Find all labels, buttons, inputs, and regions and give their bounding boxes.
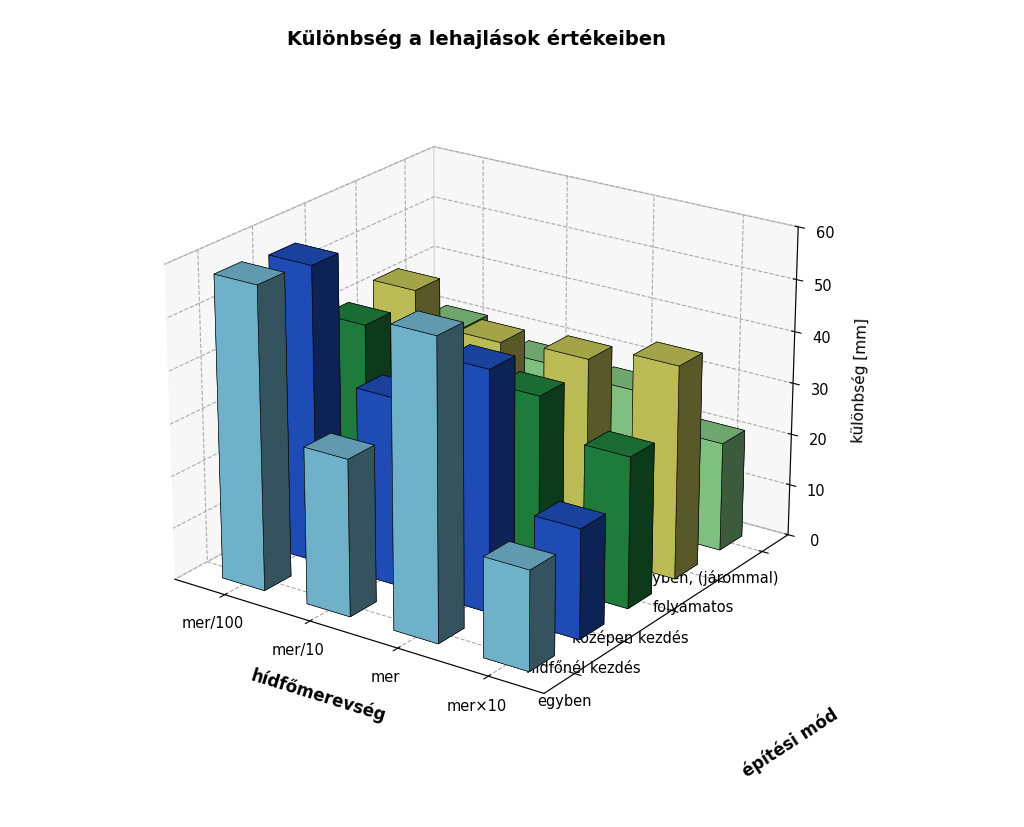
- Y-axis label: építési mód: építési mód: [739, 705, 842, 780]
- X-axis label: hídfőmerevség: hídfőmerevség: [249, 666, 388, 724]
- Title: Különbség a lehajlások értékeiben: Különbség a lehajlások értékeiben: [287, 30, 666, 50]
